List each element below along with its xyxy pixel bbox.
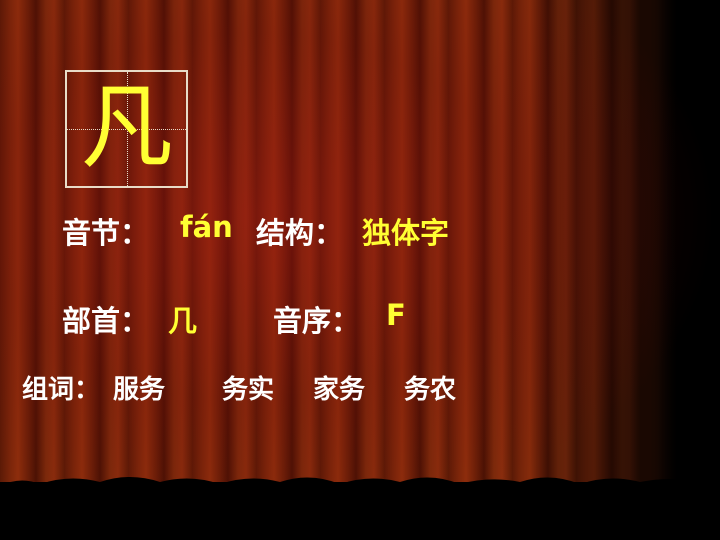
word-item: 服务 — [113, 375, 166, 405]
word-item: 务实 — [222, 375, 275, 405]
grid-horizontal-line — [67, 129, 186, 130]
word-item: 家务 — [313, 375, 366, 405]
stage-floor — [0, 477, 720, 540]
structure-value: 独体字 — [362, 216, 450, 250]
pinyin-label: 音节： — [62, 216, 150, 250]
order-value: F — [386, 298, 406, 332]
radical-value: 几 — [168, 304, 198, 338]
curtain-hem — [0, 477, 720, 504]
word-item: 务农 — [404, 375, 457, 405]
words-label: 组词： — [22, 375, 101, 405]
radical-label: 部首： — [62, 304, 150, 338]
pinyin-value: fán — [180, 210, 233, 244]
character-grid-box: 凡 — [65, 70, 188, 188]
structure-label: 结构： — [256, 216, 344, 250]
order-label: 音序： — [273, 304, 361, 338]
main-character: 凡 — [81, 74, 174, 181]
